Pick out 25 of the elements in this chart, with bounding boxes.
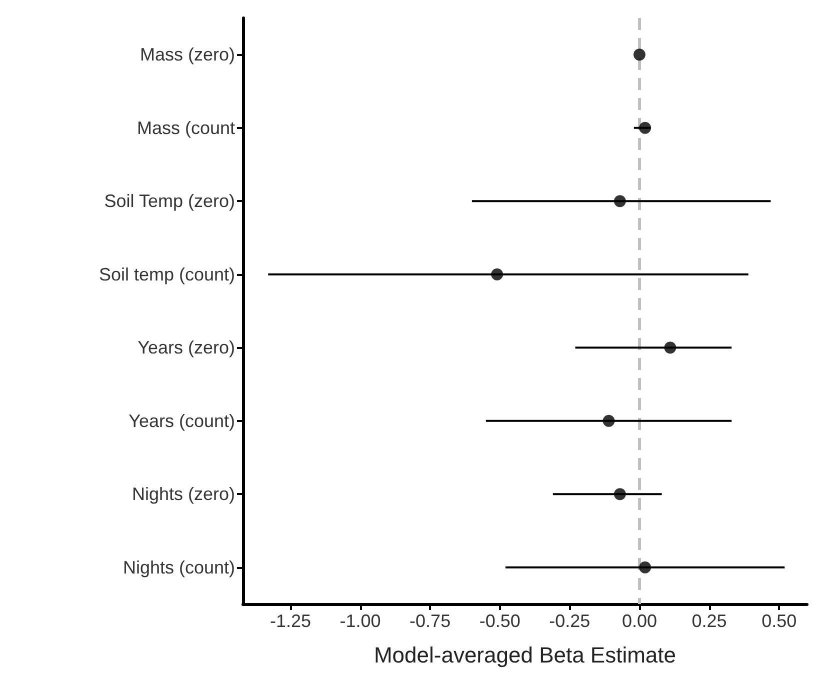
x-tick-label: -1.00 [340, 611, 381, 631]
y-tick-label: Soil temp (count) [98, 264, 235, 284]
x-tick-label: 0.00 [622, 611, 657, 631]
y-tick-label: Soil Temp (zero) [104, 191, 235, 212]
y-tick-label: Nights (zero) [132, 484, 235, 504]
point [614, 488, 626, 500]
y-tick-label: Mass (count [136, 118, 235, 138]
x-tick-label: 0.25 [692, 611, 727, 631]
x-axis-title: Model-averaged Beta Estimate [374, 642, 676, 668]
x-tick-label: 0.50 [762, 611, 797, 631]
x-tick-label: -0.25 [549, 611, 590, 631]
point [639, 561, 652, 574]
point [633, 48, 646, 61]
x-tick-label: -1.25 [270, 611, 311, 631]
point [614, 195, 626, 208]
y-tick-label: Years (count) [128, 410, 235, 431]
y-tick-label: Years (zero) [138, 338, 235, 358]
x-tick-label: -0.75 [410, 611, 451, 631]
y-tick-label: Nights (count) [122, 557, 235, 578]
point [602, 414, 615, 427]
y-tick-label: Mass (zero) [140, 44, 235, 65]
x-tick-label: -0.50 [479, 611, 520, 631]
point [491, 268, 504, 280]
point [664, 342, 676, 354]
point [639, 122, 652, 134]
